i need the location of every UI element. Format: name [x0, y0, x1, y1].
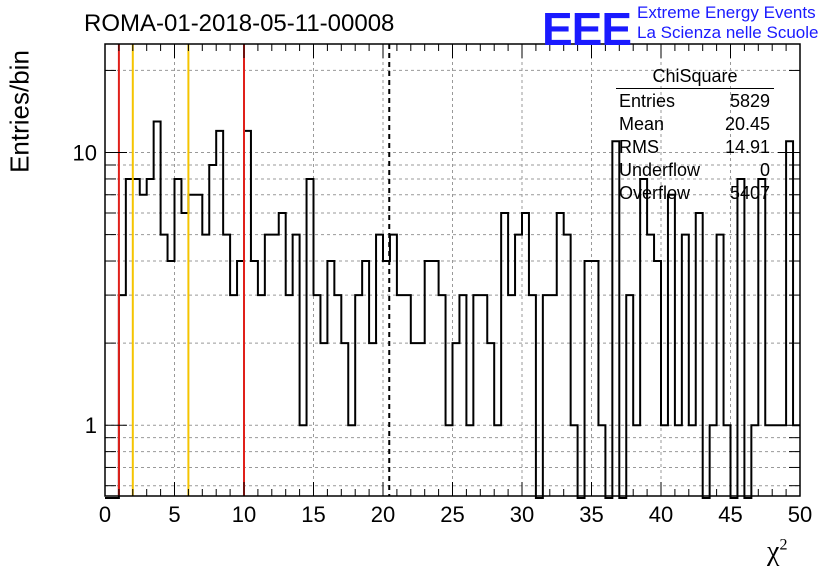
y-tick-label: 1: [85, 413, 97, 438]
y-tick-label: 10: [73, 141, 97, 166]
x-axis-label-base: χ: [767, 536, 780, 567]
stats-box: ChiSquare Entries 5829 Mean 20.45 RMS 14…: [610, 66, 774, 205]
stats-value: 5829: [729, 91, 770, 111]
x-tick-label: 30: [510, 502, 534, 527]
x-tick-label: 20: [371, 502, 395, 527]
x-tick-label: 0: [99, 502, 111, 527]
stats-label: Mean: [619, 114, 665, 134]
stats-row-underflow: Underflow 0: [610, 159, 774, 182]
x-tick-label: 50: [788, 502, 812, 527]
x-tick-label: 15: [301, 502, 325, 527]
stats-row-entries: Entries 5829: [610, 90, 774, 113]
x-tick-label: 40: [649, 502, 673, 527]
x-axis-label-sup: 2: [779, 536, 788, 554]
stats-label: Underflow: [619, 160, 701, 180]
stats-row-overflow: Overflow 5407: [610, 182, 774, 205]
plot-title: ROMA-01-2018-05-11-00008: [84, 10, 395, 37]
logo-line-1: Extreme Energy Events: [637, 3, 816, 22]
x-tick-label: 25: [440, 502, 464, 527]
stats-value: 5407: [729, 183, 770, 203]
stats-value: 20.45: [724, 114, 770, 134]
stats-value: 14.91: [724, 137, 770, 157]
x-tick-label: 35: [579, 502, 603, 527]
stats-title: ChiSquare: [616, 66, 774, 89]
eee-logo: EEE: [542, 3, 632, 55]
stats-label: RMS: [619, 137, 659, 157]
x-axis-label: χ2: [767, 536, 787, 568]
stats-label: Overflow: [619, 183, 691, 203]
stats-value: 0: [759, 160, 770, 180]
y-axis-label: Entries/bin: [4, 50, 35, 173]
logo-line-2: La Scienza nelle Scuole: [637, 23, 819, 42]
x-tick-label: 5: [168, 502, 180, 527]
x-tick-label: 10: [232, 502, 256, 527]
x-tick-label: 45: [718, 502, 742, 527]
stats-row-rms: RMS 14.91: [610, 136, 774, 159]
stats-label: Entries: [619, 91, 676, 111]
stats-row-mean: Mean 20.45: [610, 113, 774, 136]
histogram-series: [105, 120, 800, 499]
